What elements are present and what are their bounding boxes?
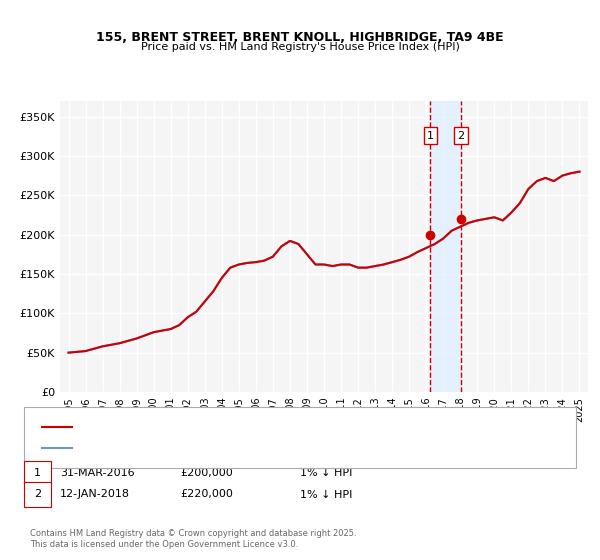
- Text: 155, BRENT STREET, BRENT KNOLL, HIGHBRIDGE, TA9 4BE (semi-detached house): 155, BRENT STREET, BRENT KNOLL, HIGHBRID…: [78, 422, 482, 432]
- Text: Price paid vs. HM Land Registry's House Price Index (HPI): Price paid vs. HM Land Registry's House …: [140, 42, 460, 52]
- Text: HPI: Average price, semi-detached house, Somerset: HPI: Average price, semi-detached house,…: [78, 443, 332, 453]
- Text: 2: 2: [34, 489, 41, 500]
- Text: 12-JAN-2018: 12-JAN-2018: [60, 489, 130, 500]
- Bar: [430, 101, 461, 392]
- Text: 155, BRENT STREET, BRENT KNOLL, HIGHBRIDGE, TA9 4BE: 155, BRENT STREET, BRENT KNOLL, HIGHBRID…: [96, 31, 504, 44]
- Text: £220,000: £220,000: [180, 489, 233, 500]
- Text: 2: 2: [457, 130, 464, 141]
- Text: 31-MAR-2016: 31-MAR-2016: [60, 468, 134, 478]
- Text: 1% ↓ HPI: 1% ↓ HPI: [300, 489, 352, 500]
- Text: Contains HM Land Registry data © Crown copyright and database right 2025.
This d: Contains HM Land Registry data © Crown c…: [30, 529, 356, 549]
- Text: £200,000: £200,000: [180, 468, 233, 478]
- Text: 1: 1: [427, 130, 434, 141]
- Text: 1% ↓ HPI: 1% ↓ HPI: [300, 468, 352, 478]
- Text: 1: 1: [34, 468, 41, 478]
